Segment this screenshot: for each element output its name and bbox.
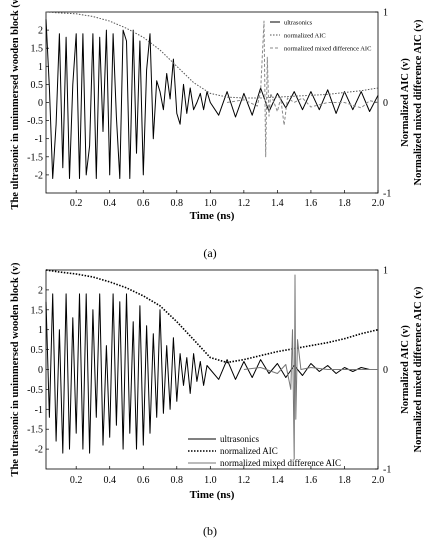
x-tick-label: 2.0 bbox=[372, 198, 385, 209]
series-line-ultrasonics bbox=[45, 19, 379, 179]
y-left-tick-label: 1.5 bbox=[31, 44, 44, 55]
x-tick-label: 1.6 bbox=[305, 475, 318, 486]
x-tick-label: 1.6 bbox=[305, 198, 318, 209]
x-axis-label: Time (ns) bbox=[190, 210, 235, 222]
legend-label: ultrasonics bbox=[284, 19, 313, 26]
y-left-tick-label: -0.5 bbox=[27, 385, 43, 396]
series-line-normalized-AIC bbox=[45, 269, 379, 364]
x-tick-label: 0.8 bbox=[171, 198, 184, 209]
legend-label: normalized AIC bbox=[284, 32, 326, 39]
y-left-tick-label: -0.5 bbox=[27, 116, 43, 127]
y-left-tick-label: -1 bbox=[35, 405, 43, 416]
y-right-axis-label-2: Normalized mixed difference AIC (v) bbox=[413, 286, 424, 453]
panel-caption: (a) bbox=[203, 246, 216, 260]
panel-caption: (b) bbox=[203, 524, 217, 538]
x-tick-label: 0.2 bbox=[70, 475, 83, 486]
y-right-tick-label: 0 bbox=[383, 365, 388, 376]
y-right-tick-label: 1 bbox=[383, 8, 388, 19]
x-tick-label: 0.2 bbox=[70, 198, 83, 209]
x-tick-label: 0.4 bbox=[103, 475, 116, 486]
y-right-tick-label: 1 bbox=[383, 266, 388, 277]
y-left-tick-label: -2 bbox=[35, 170, 43, 181]
y-left-tick-label: 0.5 bbox=[31, 80, 44, 91]
legend-label: normalized AIC bbox=[220, 446, 278, 456]
y-left-tick-label: -1.5 bbox=[27, 425, 43, 436]
x-tick-label: 1.8 bbox=[338, 198, 351, 209]
series-line-normalized-AIC bbox=[45, 11, 379, 99]
y-left-tick-label: 0 bbox=[38, 365, 43, 376]
x-tick-label: 1.2 bbox=[238, 198, 251, 209]
y-left-axis-label: The ultrasonic in unimmersed wooden bloc… bbox=[10, 262, 21, 477]
y-right-tick-label: -1 bbox=[383, 189, 391, 200]
y-left-axis-label: The ultrasonic in unimmersed wooden bloc… bbox=[10, 0, 21, 210]
x-tick-label: 0.6 bbox=[137, 198, 150, 209]
y-left-tick-label: 2 bbox=[38, 26, 43, 37]
chart-panel-a: 0.2 0.4 0.6 0.8 1.0 1.2 1.4 1.6 1.8 2.0 2 1.5 1 0.5 0 -… bbox=[10, 0, 424, 260]
series-line-normalized-mixed-difference-AIC bbox=[243, 274, 378, 460]
y-right-axis-label-1: Normalized AIC (v) bbox=[400, 58, 411, 147]
y-left-tick-label: 1.5 bbox=[31, 305, 44, 316]
x-tick-label: 1.0 bbox=[204, 475, 217, 486]
y-left-tick-label: -1.5 bbox=[27, 152, 43, 163]
x-axis-label: Time (ns) bbox=[190, 489, 235, 501]
legend-label: normalized mixed difference AIC bbox=[220, 458, 341, 468]
y-left-tick-label: 0.5 bbox=[31, 345, 44, 356]
y-left-tick-label: 1 bbox=[38, 325, 43, 336]
y-left-tick-label: 1 bbox=[38, 62, 43, 73]
x-tick-label: 1.8 bbox=[338, 475, 351, 486]
y-left-tick-label: -1 bbox=[35, 134, 43, 145]
legend-label: ultrasonics bbox=[220, 434, 259, 444]
x-tick-label: 1.4 bbox=[271, 198, 284, 209]
y-right-axis-label-2: Normalized mixed difference AIC (v) bbox=[413, 19, 424, 186]
y-right-axis-label-1: Normalized AIC (v) bbox=[400, 325, 411, 414]
y-left-tick-label: 2 bbox=[38, 285, 43, 296]
series-line-normalized-mixed-difference-AIC bbox=[227, 20, 379, 158]
x-tick-label: 1.2 bbox=[238, 475, 251, 486]
series-line-ultrasonics bbox=[45, 293, 378, 454]
x-tick-label: 1.4 bbox=[271, 475, 284, 486]
x-tick-label: 0.4 bbox=[103, 198, 116, 209]
x-tick-label: 2.0 bbox=[372, 475, 385, 486]
x-tick-label: 0.8 bbox=[171, 475, 184, 486]
x-tick-label: 1.0 bbox=[204, 198, 217, 209]
y-left-tick-label: -2 bbox=[35, 445, 43, 456]
legend-label: normalized mixed difference AIC bbox=[284, 45, 371, 52]
chart-panel-b: 0.2 0.4 0.6 0.8 1.0 1.2 1.4 1.6 1.8 2.0 2 1.5 1 0.5 0 -… bbox=[10, 262, 424, 538]
x-tick-label: 0.6 bbox=[137, 475, 150, 486]
y-right-tick-label: -1 bbox=[383, 465, 391, 476]
y-left-tick-label: 0 bbox=[38, 98, 43, 109]
y-right-tick-label: 0 bbox=[383, 98, 388, 109]
